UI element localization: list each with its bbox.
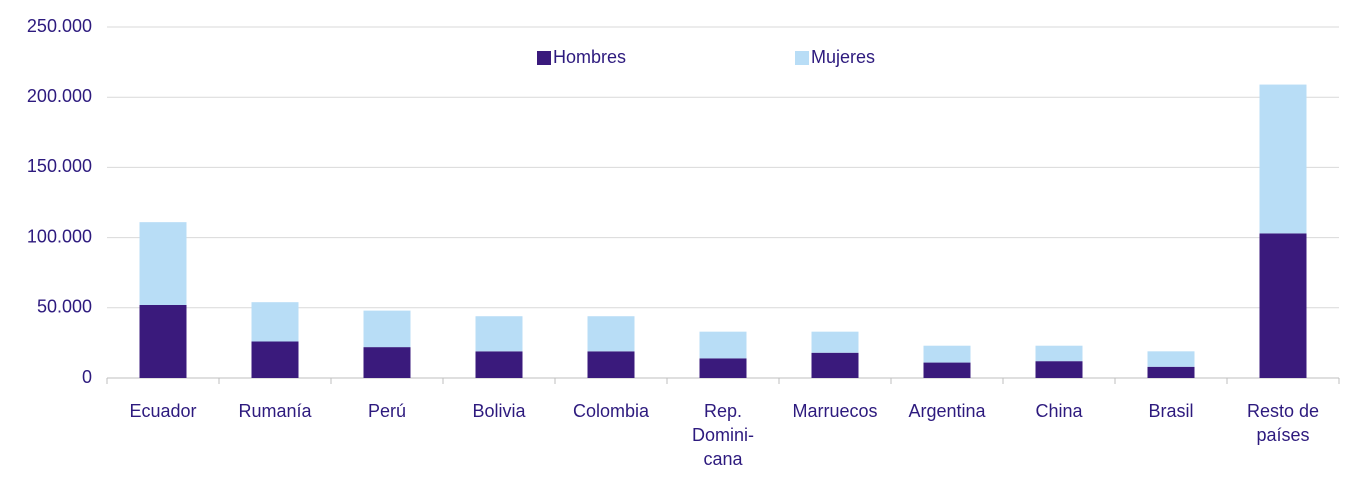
bar-segment <box>139 222 187 305</box>
bar-segment <box>699 358 747 378</box>
y-tick-label: 150.000 <box>27 156 92 176</box>
bar-segment <box>1147 366 1195 378</box>
bar-segment <box>923 362 971 378</box>
bar-segment <box>811 352 859 378</box>
x-tick-label: Ecuador <box>129 401 197 421</box>
bar-segment <box>251 341 299 378</box>
bar-segment <box>251 302 299 342</box>
legend-label: Hombres <box>553 47 626 67</box>
x-tick-label: Rep. Domini- cana <box>691 401 754 469</box>
bar-segment <box>811 331 859 353</box>
x-tick-label: Resto de países <box>1246 401 1320 445</box>
bar-segment <box>699 331 747 359</box>
bar-segment <box>139 304 187 378</box>
legend-swatch <box>795 51 809 65</box>
bar-segment <box>1147 351 1195 367</box>
x-tick-label: Brasil <box>1148 401 1194 421</box>
bar-segment <box>363 347 411 378</box>
legend-swatch <box>537 51 551 65</box>
bar-segment <box>475 351 523 378</box>
bar-segment <box>1035 361 1083 378</box>
x-tick-label: China <box>1035 401 1083 421</box>
x-tick-label: Bolivia <box>472 401 526 421</box>
x-tick-label: Colombia <box>572 401 650 421</box>
y-tick-label: 200.000 <box>27 86 92 106</box>
bar-segment <box>923 345 971 363</box>
x-tick-label: Marruecos <box>792 401 878 421</box>
bar-segment <box>587 351 635 378</box>
x-tick-label: Rumanía <box>238 401 312 421</box>
legend-label: Mujeres <box>811 47 875 67</box>
x-tick-label: Argentina <box>908 401 986 421</box>
bar-segment <box>1035 345 1083 362</box>
y-tick-label: 0 <box>82 367 92 387</box>
x-tick-label: Perú <box>367 401 407 421</box>
bar-segment <box>1259 233 1307 378</box>
bar-segment <box>1259 84 1307 234</box>
y-tick-label: 250.000 <box>27 16 92 36</box>
y-tick-label: 100.000 <box>27 226 92 246</box>
bar-segment <box>475 316 523 352</box>
bar-segment <box>363 310 411 348</box>
bar-segment <box>587 316 635 352</box>
y-tick-label: 50.000 <box>37 297 92 317</box>
